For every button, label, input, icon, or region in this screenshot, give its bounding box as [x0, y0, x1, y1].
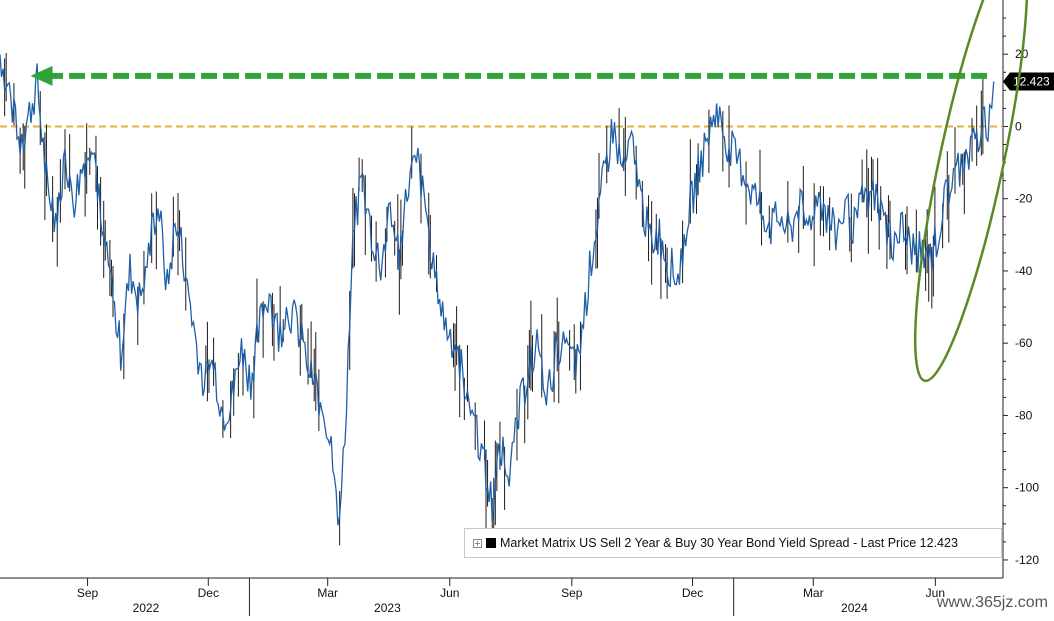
- green-arrow-head-icon: [30, 65, 53, 86]
- last-price-label: 12.423: [1013, 75, 1050, 89]
- y-tick-label: -20: [1015, 192, 1033, 206]
- y-tick-label: -100: [1015, 481, 1039, 495]
- x-tick-label: Sep: [77, 586, 99, 600]
- legend-label: Market Matrix US Sell 2 Year & Buy 30 Ye…: [500, 536, 958, 550]
- y-tick-label: -120: [1015, 553, 1039, 567]
- x-year-label: 2023: [374, 601, 401, 615]
- y-tick-label: -80: [1015, 408, 1033, 422]
- highlight-ellipse: [913, 0, 1029, 383]
- x-tick-label: Dec: [198, 586, 219, 600]
- price-series-line: [0, 54, 995, 526]
- x-year-label: 2024: [841, 601, 868, 615]
- x-tick-label: Dec: [682, 586, 703, 600]
- x-tick-label: Mar: [803, 586, 824, 600]
- legend-swatch-icon: [486, 538, 496, 548]
- y-tick-label: 0: [1015, 119, 1022, 133]
- y-tick-label: -40: [1015, 264, 1033, 278]
- x-tick-label: Jun: [440, 586, 459, 600]
- x-year-label: 2022: [133, 601, 160, 615]
- x-tick-label: Jun: [926, 586, 945, 600]
- chart-legend[interactable]: + Market Matrix US Sell 2 Year & Buy 30 …: [464, 528, 1002, 558]
- x-tick-label: Mar: [317, 586, 338, 600]
- x-tick-label: Sep: [561, 586, 583, 600]
- watermark-text: www.365jz.com: [936, 594, 1048, 611]
- y-tick-label: -60: [1015, 336, 1033, 350]
- last-price-marker: [1003, 72, 1054, 91]
- legend-toggle-icon[interactable]: +: [473, 538, 482, 548]
